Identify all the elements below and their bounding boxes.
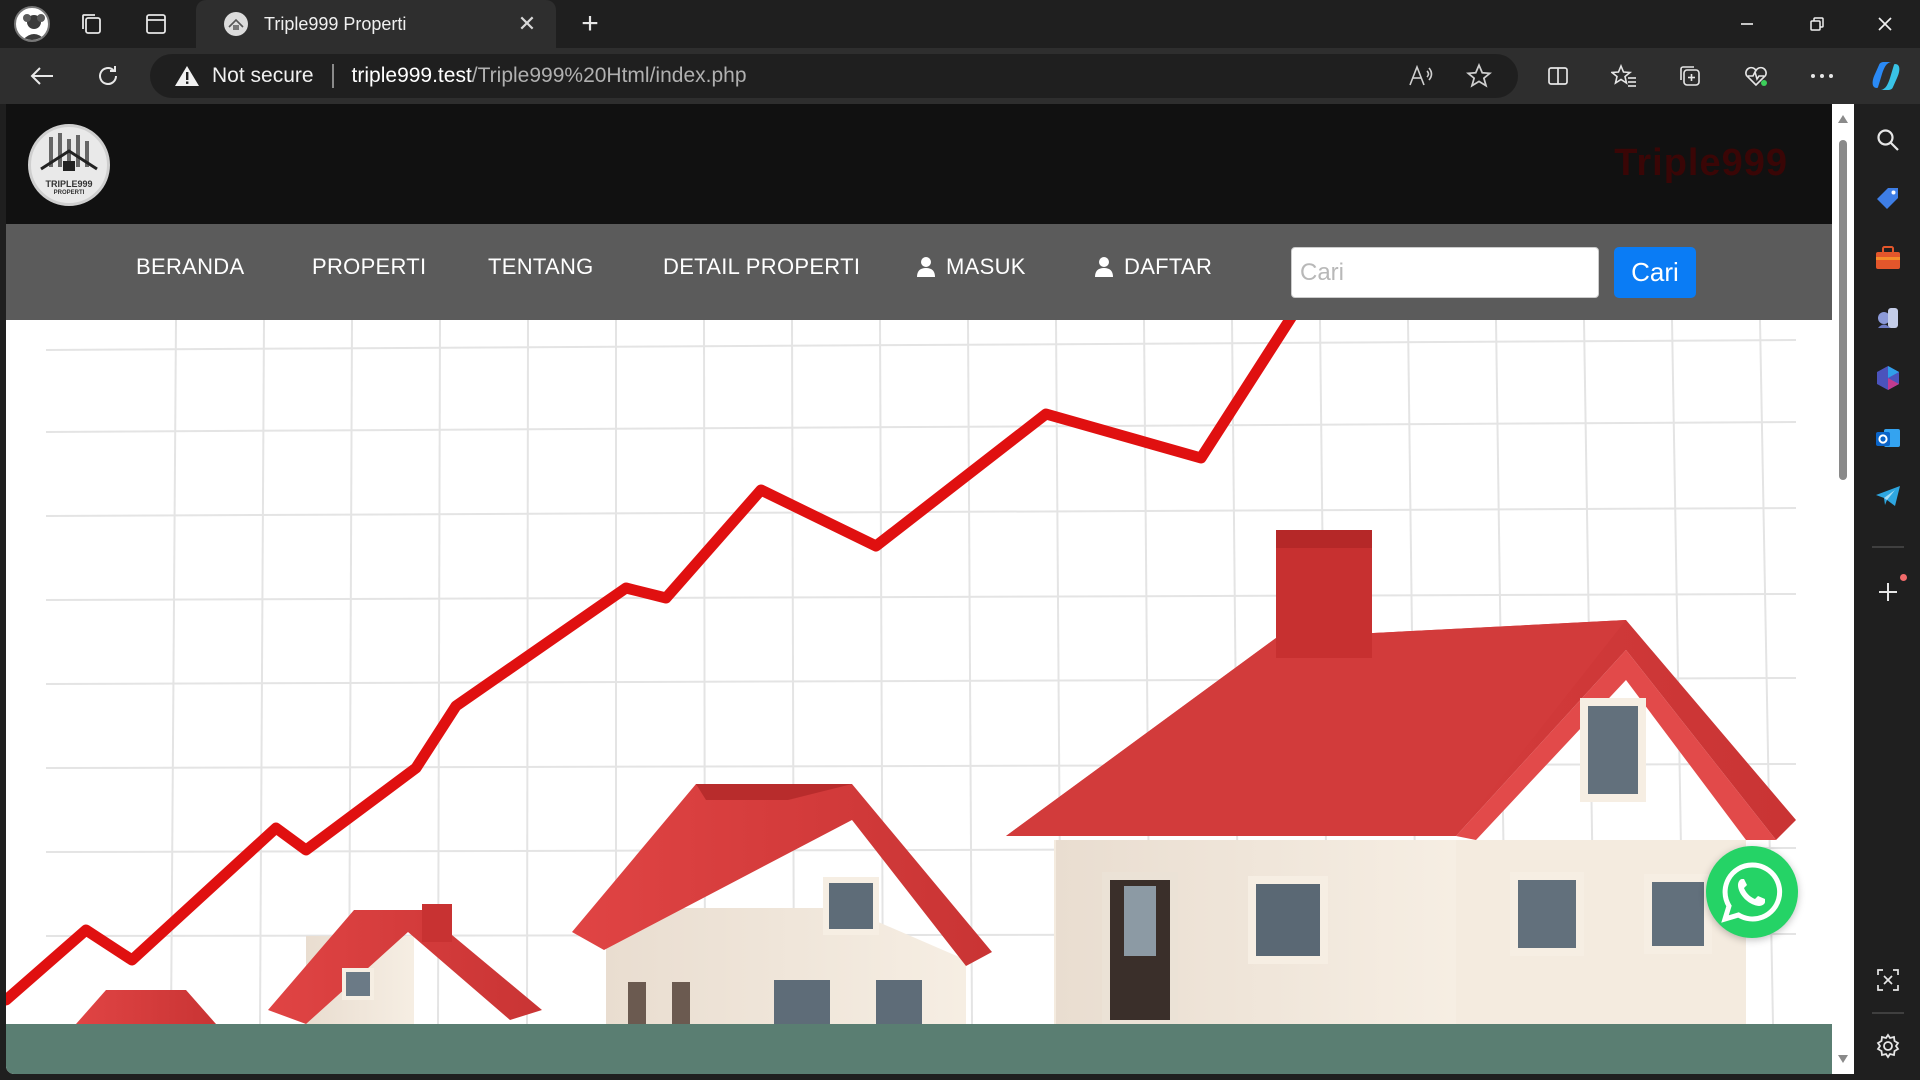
nav-properti[interactable]: PROPERTI [312, 254, 427, 279]
shopping-tag-icon[interactable] [1870, 180, 1906, 216]
tab-actions-icon[interactable] [136, 6, 176, 42]
logo-text: TRIPLE999 [45, 179, 93, 189]
logo-subtext: PROPERTI [53, 190, 85, 196]
tools-briefcase-icon[interactable] [1870, 240, 1906, 276]
split-screen-icon[interactable] [1538, 58, 1578, 94]
settings-icon[interactable] [1870, 1028, 1906, 1064]
copilot-icon[interactable] [1866, 58, 1906, 94]
sidebar-divider [1872, 1012, 1904, 1014]
close-window-button[interactable] [1850, 0, 1920, 48]
page-viewport: TRIPLE999 PROPERTI Triple999 BERANDA PRO… [6, 104, 1832, 1074]
screenshot-icon[interactable] [1870, 962, 1906, 998]
more-icon[interactable] [1802, 58, 1842, 94]
profile-avatar[interactable] [14, 6, 50, 42]
nav-detail-properti[interactable]: DETAIL PROPERTI [663, 254, 861, 279]
telegram-icon[interactable] [1870, 478, 1906, 514]
collections-icon[interactable] [1670, 58, 1710, 94]
site-logo[interactable]: TRIPLE999 PROPERTI [28, 124, 110, 206]
warning-triangle-icon [175, 66, 199, 86]
nav-tentang[interactable]: TENTANG [488, 254, 594, 279]
nav-masuk[interactable]: MASUK [916, 254, 1026, 280]
user-icon [917, 257, 935, 277]
tab-favicon [224, 12, 248, 36]
browser-toolbar: Not secure triple999.test/Triple999%20Ht… [0, 48, 1920, 104]
nav-masuk-label: MASUK [946, 254, 1026, 279]
browser-titlebar: Triple999 Properti ✕ + [0, 0, 1920, 48]
url-path: /Triple999%20Html/index.php [471, 64, 747, 87]
sidebar-divider [1872, 546, 1904, 548]
notification-dot [1900, 574, 1907, 581]
address-bar[interactable]: Not secure triple999.test/Triple999%20Ht… [150, 54, 1518, 98]
scroll-up-icon[interactable] [1837, 114, 1849, 124]
heart-pulse-icon[interactable] [1736, 58, 1776, 94]
favorites-icon[interactable] [1604, 58, 1644, 94]
rising-property-chart-illustration [6, 320, 1832, 1024]
site-header: TRIPLE999 PROPERTI Triple999 [6, 104, 1832, 224]
scroll-down-icon[interactable] [1837, 1054, 1849, 1064]
microsoft-365-icon[interactable] [1870, 360, 1906, 396]
site-navbar: BERANDA PROPERTI TENTANG DETAIL PROPERTI… [6, 224, 1832, 320]
refresh-icon[interactable] [86, 56, 130, 96]
page-scrollbar[interactable] [1832, 104, 1854, 1074]
browser-sidebar [1856, 104, 1920, 1080]
url-host: triple999.test [351, 64, 472, 87]
search-button[interactable]: Cari [1614, 247, 1696, 298]
nav-beranda[interactable]: BERANDA [136, 254, 245, 279]
read-aloud-icon[interactable] [1404, 62, 1438, 90]
scroll-thumb[interactable] [1839, 140, 1847, 480]
nav-daftar[interactable]: DAFTAR [1094, 254, 1212, 280]
restore-button[interactable] [1782, 0, 1852, 48]
address-separator [331, 64, 334, 88]
site-brand: Triple999 [1614, 142, 1788, 184]
tab-close-icon[interactable]: ✕ [517, 11, 537, 36]
tab-title: Triple999 Properti [264, 13, 407, 34]
whatsapp-icon[interactable] [1706, 846, 1798, 938]
minimize-button[interactable] [1712, 0, 1782, 48]
security-label[interactable]: Not secure [212, 64, 314, 87]
user-icon [1095, 257, 1113, 277]
nav-daftar-label: DAFTAR [1124, 254, 1213, 279]
games-icon[interactable] [1870, 300, 1906, 336]
new-tab-button[interactable]: + [581, 7, 599, 40]
workspaces-icon[interactable] [72, 6, 112, 42]
back-arrow-icon[interactable] [20, 56, 64, 96]
search-input[interactable] [1291, 247, 1599, 298]
add-icon[interactable] [1870, 574, 1907, 610]
search-icon[interactable] [1870, 122, 1906, 158]
star-icon[interactable] [1462, 62, 1496, 90]
outlook-icon[interactable] [1870, 420, 1906, 456]
hero-image [6, 320, 1832, 1024]
footer-band [6, 1024, 1832, 1074]
active-tab[interactable]: Triple999 Properti ✕ [196, 0, 556, 48]
